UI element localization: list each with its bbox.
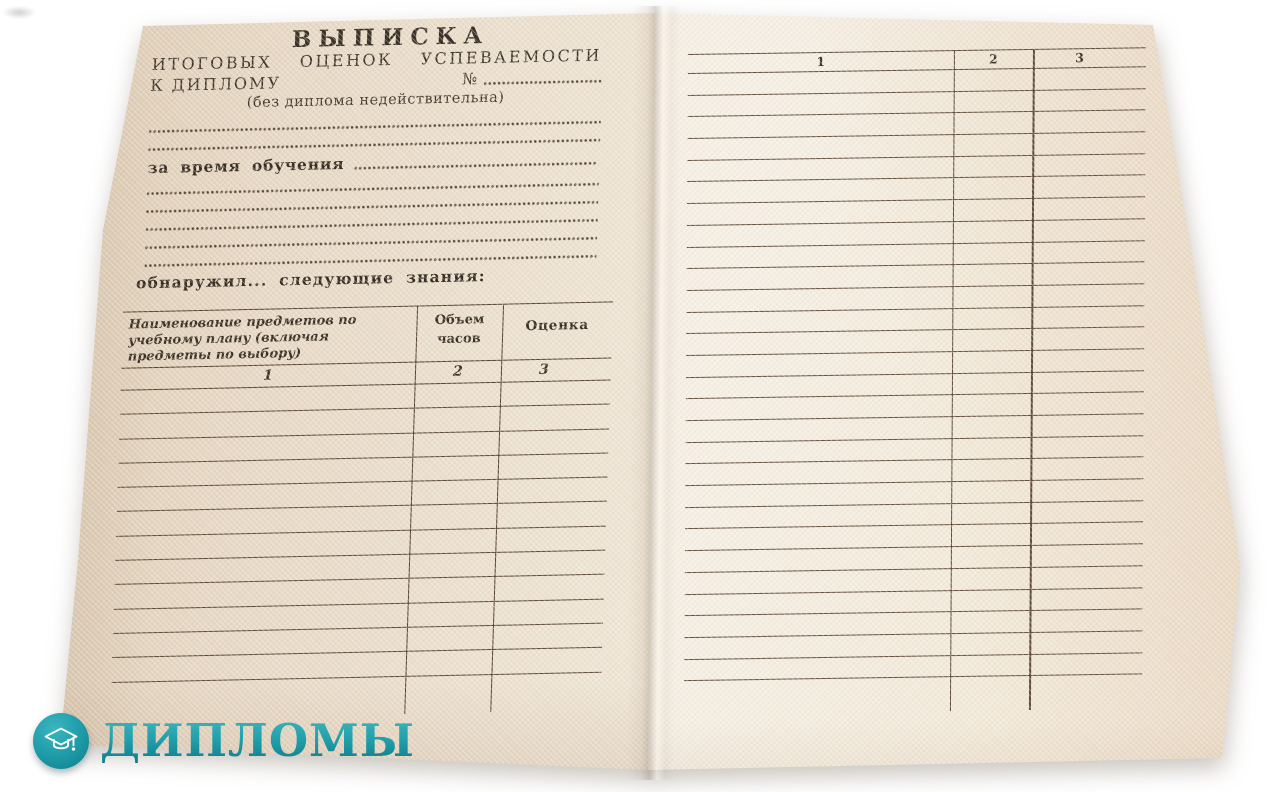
to-diploma-label: К ДИПЛОМУ — [149, 73, 282, 96]
right-page-content: 1 2 3 — [684, 47, 1146, 712]
study-period-label: за время обучения — [147, 153, 345, 178]
graduation-cap-icon — [44, 727, 78, 751]
number-sign: № — [461, 69, 480, 89]
knowledge-intro-label: обнаружил... следующие знания: — [135, 266, 486, 293]
subjects-table-header: Наименование предметов по учебному плану… — [121, 302, 614, 369]
header-grade-column: Оценка — [525, 316, 590, 335]
column-number-cell: 3 — [1075, 50, 1084, 66]
column-number-cell: 2 — [452, 363, 463, 380]
continuation-table: 1 2 3 — [684, 47, 1146, 712]
column-number-cell: 2 — [988, 51, 998, 67]
dotted-blank-line — [145, 218, 598, 232]
dotted-blank-line — [148, 120, 601, 134]
dotted-blank-line — [145, 236, 598, 250]
dotted-fill-line — [354, 161, 598, 170]
header-hours-column: Объем часов — [434, 312, 485, 348]
subjects-table: Наименование предметов по учебному плану… — [111, 301, 614, 714]
dotted-blank-line — [146, 200, 599, 214]
number-dotted-leader — [483, 79, 603, 86]
left-page-content: ВЫПИСКА ИТОГОВЫХ ОЦЕНОК УСПЕВАЕМОСТИ К Д… — [111, 21, 614, 714]
study-period-row: за время обучения — [147, 148, 600, 177]
empty-rows-container — [111, 380, 611, 683]
empty-rows-container — [684, 67, 1146, 682]
dotted-lines-group-top — [148, 120, 601, 152]
diplomy-brand-watermark: ДИПЛОМЫ — [33, 713, 415, 769]
brand-name: ДИПЛОМЫ — [100, 714, 415, 767]
dotted-lines-group-bottom — [144, 182, 599, 268]
dotted-blank-line — [146, 182, 599, 196]
brand-logo-circle — [33, 713, 89, 769]
header-subjects-column: Наименование предметов по учебному плану… — [127, 312, 357, 365]
column-number-cell: 3 — [538, 361, 549, 378]
shadow-smudge — [2, 6, 36, 19]
